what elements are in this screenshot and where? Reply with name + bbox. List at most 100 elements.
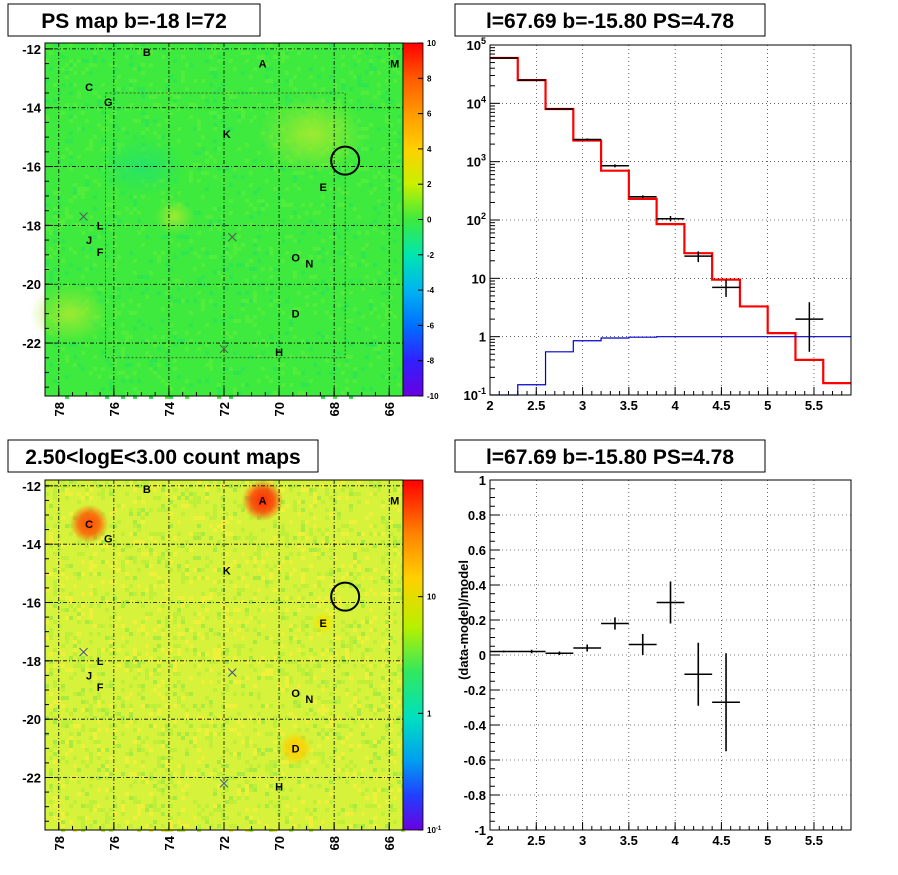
bl-pixel-texture bbox=[45, 480, 405, 832]
bl-y-tick-label: -18 bbox=[22, 654, 41, 669]
spectrum-x-tick-label: 2.5 bbox=[527, 398, 545, 413]
bl-source-label-a: A bbox=[259, 495, 267, 507]
bl-y-tick-label: -20 bbox=[22, 712, 41, 727]
tl-source-label-c: C bbox=[85, 82, 93, 94]
spectrum-x-tick-label: 5 bbox=[764, 398, 771, 413]
tl-x-tick-label: 68 bbox=[327, 402, 342, 416]
spectrum-y-tick-label: 10-1 bbox=[464, 386, 486, 403]
tl-colorbar-label: -6 bbox=[427, 321, 435, 330]
bl-colorbar-label: 10-1 bbox=[427, 826, 442, 835]
bl-x-tick-label: 74 bbox=[162, 835, 177, 850]
residual-x-tick-label: 3.5 bbox=[620, 833, 638, 848]
bl-source-label-k: K bbox=[223, 565, 231, 577]
spectrum-x-tick-label: 4 bbox=[672, 398, 680, 413]
bl-y-tick-label: -12 bbox=[22, 479, 41, 494]
count-map-title: 2.50<logE<3.00 count maps bbox=[25, 446, 300, 469]
residual-x-tick-label: 5.5 bbox=[805, 833, 823, 848]
tl-colorbar bbox=[403, 43, 423, 396]
bl-hotspot-c bbox=[69, 504, 109, 544]
tl-y-tick-label: -16 bbox=[22, 160, 41, 175]
residual-x-tick-label: 4 bbox=[672, 833, 680, 848]
residual-x-tick-label: 4.5 bbox=[712, 833, 730, 848]
spectrum-x-tick-label: 3.5 bbox=[620, 398, 638, 413]
bl-source-label-m: M bbox=[390, 495, 399, 507]
ps-map-title-frame bbox=[7, 3, 261, 37]
residual-y-tick-label: 0 bbox=[479, 648, 486, 663]
bl-colorbar bbox=[403, 480, 423, 830]
tl-x-tick-label: 70 bbox=[272, 402, 287, 416]
spectrum-x-tick-label: 3 bbox=[579, 398, 586, 413]
tl-colorbar-label: -4 bbox=[427, 286, 435, 295]
bl-colorbar-label: 1 bbox=[427, 709, 432, 718]
spectrum-x-tick-label: 4.5 bbox=[712, 398, 730, 413]
tl-cross-marker bbox=[79, 212, 88, 221]
bl-source-circle bbox=[330, 581, 361, 612]
tl-source-label-e: E bbox=[319, 182, 326, 194]
bl-cross-marker bbox=[227, 668, 237, 677]
tl-y-tick-label: -22 bbox=[22, 336, 41, 351]
tl-source-label-h: H bbox=[275, 347, 283, 359]
bl-source-label-e: E bbox=[319, 618, 326, 630]
tl-colorbar-label: 10 bbox=[427, 39, 436, 48]
tl-region-contour bbox=[105, 92, 346, 359]
residual-x-tick-label: 5 bbox=[764, 833, 771, 848]
tl-source-label-n: N bbox=[305, 259, 313, 271]
residual-y-tick-label: 0.6 bbox=[468, 543, 486, 558]
tl-colorbar-label: 6 bbox=[427, 110, 432, 119]
bl-hotspot-a bbox=[241, 479, 284, 522]
bl-hotspot-e bbox=[312, 611, 335, 634]
tl-source-label-b: B bbox=[143, 47, 151, 59]
bl-y-tick-label: -22 bbox=[22, 771, 41, 786]
bl-colorbar-frame bbox=[402, 479, 424, 831]
tl-source-label-g: G bbox=[104, 97, 113, 109]
tl-diffuse-patch-mid bbox=[154, 198, 195, 235]
tl-colorbar-label: -8 bbox=[427, 357, 435, 366]
spectrum-title-frame bbox=[454, 3, 766, 37]
tl-diffuse-patch-upper bbox=[257, 94, 368, 175]
spectrum-y-tick-label: 10 bbox=[472, 271, 486, 286]
residual-y-tick-label: -0.8 bbox=[464, 788, 486, 803]
tl-colorbar-label: 8 bbox=[427, 74, 432, 83]
bl-x-tick-label: 72 bbox=[217, 836, 232, 850]
bl-x-tick-label: 70 bbox=[272, 836, 287, 850]
tl-cross-marker bbox=[219, 344, 229, 354]
tl-cross-marker bbox=[227, 232, 237, 242]
residual-y-tick-label: -0.6 bbox=[464, 753, 486, 768]
tl-source-label-o: O bbox=[291, 253, 300, 265]
bl-source-label-j: J bbox=[86, 670, 92, 682]
bl-source-label-n: N bbox=[305, 694, 313, 706]
tl-source-label-l: L bbox=[97, 220, 104, 232]
spectrum-title: l=67.69 b=-15.80 PS=4.78 bbox=[486, 10, 734, 33]
tl-x-tick-label: 72 bbox=[217, 402, 232, 416]
bl-x-tick-label: 78 bbox=[52, 836, 67, 850]
residual-title: l=67.69 b=-15.80 PS=4.78 bbox=[486, 446, 734, 469]
residual-y-tick-label: -0.2 bbox=[464, 683, 486, 698]
tl-source-label-a: A bbox=[259, 59, 267, 71]
residual-y-tick-label: 1 bbox=[479, 473, 486, 488]
bl-cross-marker bbox=[79, 647, 88, 657]
tl-source-label-m: M bbox=[390, 59, 399, 71]
spectrum-y-tick-label: 105 bbox=[467, 36, 486, 53]
tl-y-tick-label: -14 bbox=[22, 101, 42, 116]
bl-source-label-h: H bbox=[275, 781, 283, 793]
tl-colorbar-label: -10 bbox=[427, 392, 439, 401]
tl-diffuse-patch-lower bbox=[29, 283, 110, 344]
bl-source-label-o: O bbox=[291, 688, 300, 700]
spectrum-y-tick-label: 104 bbox=[467, 94, 486, 111]
bl-colorbar-label: 10 bbox=[427, 593, 436, 602]
residual-title-frame bbox=[454, 439, 766, 473]
bl-x-tick-label: 76 bbox=[107, 836, 122, 850]
bl-source-label-c: C bbox=[85, 519, 93, 531]
spectrum-background-step-line bbox=[490, 336, 851, 396]
bl-hotspot-d bbox=[279, 731, 313, 765]
bl-y-tick-label: -14 bbox=[22, 537, 42, 552]
ps-map-title: PS map b=-18 l=72 bbox=[41, 10, 227, 33]
bl-source-label-f: F bbox=[97, 682, 104, 694]
tl-source-label-d: D bbox=[292, 309, 300, 321]
residual-x-tick-label: 2.5 bbox=[527, 833, 545, 848]
tl-source-label-k: K bbox=[223, 129, 231, 141]
residual-x-tick-label: 2 bbox=[486, 833, 493, 848]
tl-x-tick-label: 66 bbox=[382, 402, 397, 416]
bl-source-label-b: B bbox=[143, 484, 151, 496]
